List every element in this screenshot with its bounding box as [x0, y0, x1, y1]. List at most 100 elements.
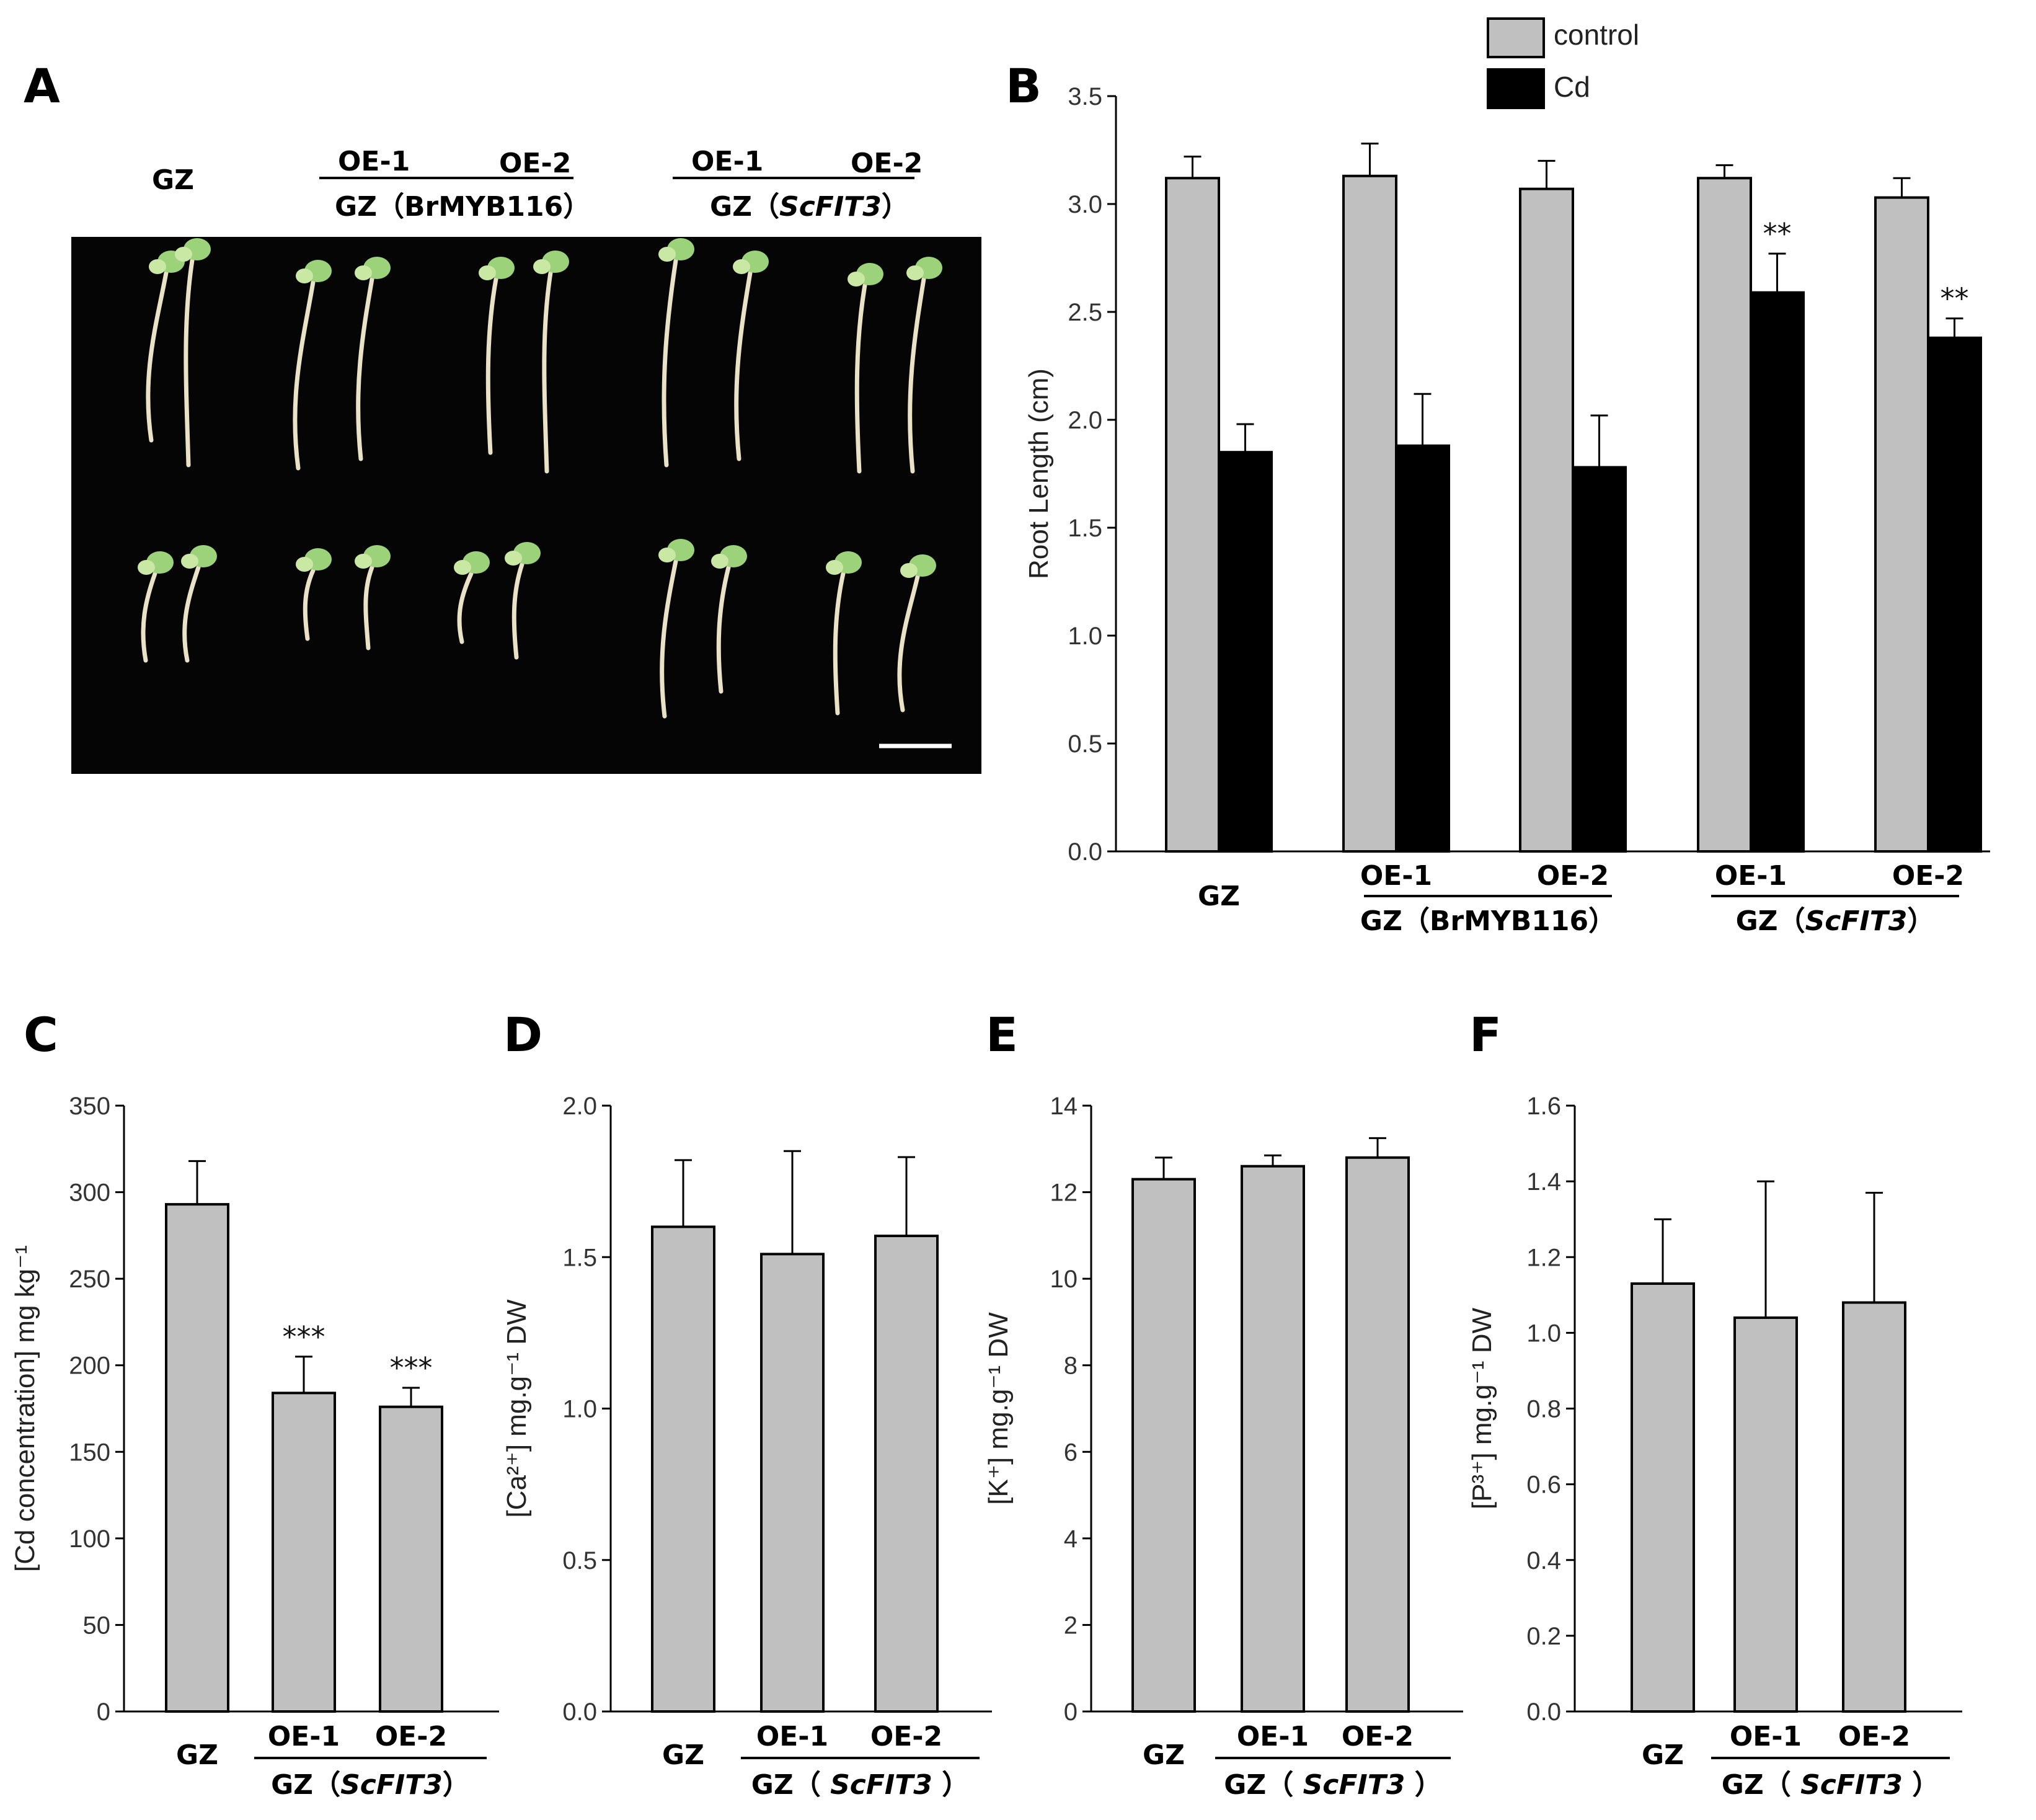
bar — [1842, 1301, 1906, 1713]
category-label: OE-1 — [1730, 1721, 1802, 1752]
category-label: OE-2 — [1892, 860, 1964, 892]
seedling-stem — [716, 565, 731, 694]
y-tick-label: 2.0 — [562, 1093, 597, 1120]
significance-label: *** — [283, 1320, 325, 1354]
bar — [1345, 1156, 1410, 1713]
y-tick-label: 200 — [69, 1352, 110, 1380]
group-label: GZ（BrMYB116） — [1360, 905, 1616, 937]
legend-swatch-control — [1487, 17, 1545, 58]
y-tick-label: 0 — [1064, 1698, 1078, 1726]
y-tick-label: 14 — [1050, 1093, 1078, 1120]
legend-swatch-cd — [1487, 68, 1545, 109]
bar — [1874, 196, 1929, 853]
y-tick-label: 1.5 — [562, 1244, 597, 1271]
label-gz: GZ — [152, 164, 194, 196]
panel-letter-f: F — [1469, 1007, 1502, 1062]
chart-cd-concentration: 0 50 100 150 200 250 300 350 [Cd concentration] … — [10, 1093, 499, 1801]
seedling-stem — [833, 571, 846, 716]
chart-root-length: 0.0 0.5 1.0 1.5 2.0 2.5 3.0 3.5 Root Length (cm)… — [1024, 17, 1990, 937]
seedling-stem — [303, 568, 316, 641]
legend-label-cd: Cd — [1554, 71, 1590, 103]
y-tick-label: 2.0 — [1068, 407, 1102, 434]
category-label: OE-2 — [375, 1721, 447, 1752]
bar — [1342, 174, 1397, 853]
seedling-leaf — [296, 269, 313, 283]
y-tick-label: 0.0 — [1526, 1698, 1561, 1726]
seedling-stem — [293, 280, 316, 471]
y-tick-label: 250 — [69, 1266, 110, 1293]
bar — [1519, 187, 1574, 853]
bar — [165, 1203, 229, 1713]
seedling-stem — [182, 565, 201, 663]
seedling-stem — [485, 277, 498, 455]
category-label: OE-1 — [268, 1721, 340, 1752]
significance-label: ** — [1763, 217, 1792, 251]
seedling-leaf — [454, 560, 471, 575]
y-tick-label: 100 — [69, 1525, 110, 1553]
bar — [1218, 451, 1273, 853]
panel-letter-b: B — [1006, 58, 1042, 113]
category-label: OE-2 — [1537, 860, 1609, 892]
y-tick-label: 12 — [1050, 1179, 1078, 1207]
bar — [379, 1405, 443, 1713]
seedling-leaf — [149, 259, 166, 274]
bar — [1165, 177, 1220, 853]
seedling-stem — [511, 562, 524, 660]
y-tick-label: 0.6 — [1526, 1472, 1561, 1499]
y-tick-label: 1.0 — [1068, 623, 1102, 650]
panel-letter-d: D — [503, 1007, 542, 1062]
seedling-leaf — [138, 560, 155, 575]
seedling-leaf — [296, 557, 313, 572]
category-label: GZ — [1198, 881, 1240, 912]
bar — [1631, 1282, 1695, 1713]
seedling-leaf — [533, 259, 551, 274]
chart-ca: 0.0 0.5 1.0 1.5 2.0 [Ca²⁺] mg.g⁻¹ DW GZ OE-1 OE-… — [502, 1093, 992, 1801]
panel-a: A GZ OE-1 OE-2 GZ（BrMYB116） OE-1 OE-2 GZ… — [24, 58, 981, 774]
seedling-leaf — [355, 554, 372, 569]
y-tick-label: 50 — [83, 1612, 111, 1639]
panel-b: B 0.0 0.5 1.0 1.5 2.0 2.5 3.0 3.5 Root Length (c… — [1006, 17, 1990, 937]
category-label: OE-1 — [1237, 1721, 1309, 1752]
y-tick-label: 1.6 — [1526, 1093, 1561, 1120]
panel-letter-c: C — [24, 1007, 58, 1062]
group-label: GZ（ ScFIT3 ） — [1722, 1769, 1940, 1801]
label-oe1-scfit: OE-1 — [691, 146, 763, 177]
seedling-stem — [184, 258, 195, 468]
y-tick-label: 0.5 — [1068, 730, 1102, 758]
y-tick-label: 0.8 — [1526, 1396, 1561, 1423]
bar — [1395, 444, 1450, 853]
y-tick-label: 1.5 — [1068, 515, 1102, 542]
seedling-stem — [146, 270, 169, 443]
chart-k: 0 2 4 6 8 10 12 14 [K⁺] mg.g⁻¹ DW GZ OE-1 OE-2 GZ（ S… — [983, 1093, 1463, 1801]
y-tick-label: 300 — [69, 1179, 110, 1207]
y-axis-label: [Cd concentration] mg kg⁻¹ — [10, 1245, 40, 1572]
y-tick-label: 4 — [1064, 1525, 1078, 1553]
bar — [1131, 1178, 1196, 1713]
group-label: GZ（ScFIT3） — [271, 1769, 470, 1801]
label-oe2-brmyb: OE-2 — [499, 148, 571, 179]
y-tick-label: 10 — [1050, 1266, 1078, 1293]
bar — [1733, 1316, 1798, 1713]
label-oe2-scfit: OE-2 — [851, 148, 923, 179]
bar — [760, 1253, 825, 1713]
seedling-stem — [141, 571, 157, 663]
y-tick-label: 1.0 — [562, 1396, 597, 1423]
y-tick-label: 2.5 — [1068, 299, 1102, 326]
y-axis-label: Root Length (cm) — [1024, 368, 1054, 579]
seedling-stem — [662, 258, 678, 468]
category-label: OE-1 — [756, 1721, 828, 1752]
seedling-leaf — [181, 554, 198, 569]
y-tick-label: 8 — [1064, 1352, 1078, 1380]
seedling-leaf — [900, 563, 918, 578]
y-tick-label: 0.0 — [562, 1698, 597, 1726]
group-label: GZ（ScFIT3） — [1736, 905, 1935, 937]
y-tick-label: 0 — [97, 1698, 110, 1726]
seedling-stem — [356, 277, 374, 461]
y-axis-label: [Ca²⁺] mg.g⁻¹ DW — [502, 1299, 532, 1517]
significance-label: *** — [390, 1351, 433, 1385]
panel-letter-a: A — [24, 58, 60, 113]
bar — [651, 1225, 715, 1713]
y-tick-label: 0.0 — [1068, 838, 1102, 866]
category-label: OE-2 — [870, 1721, 942, 1752]
